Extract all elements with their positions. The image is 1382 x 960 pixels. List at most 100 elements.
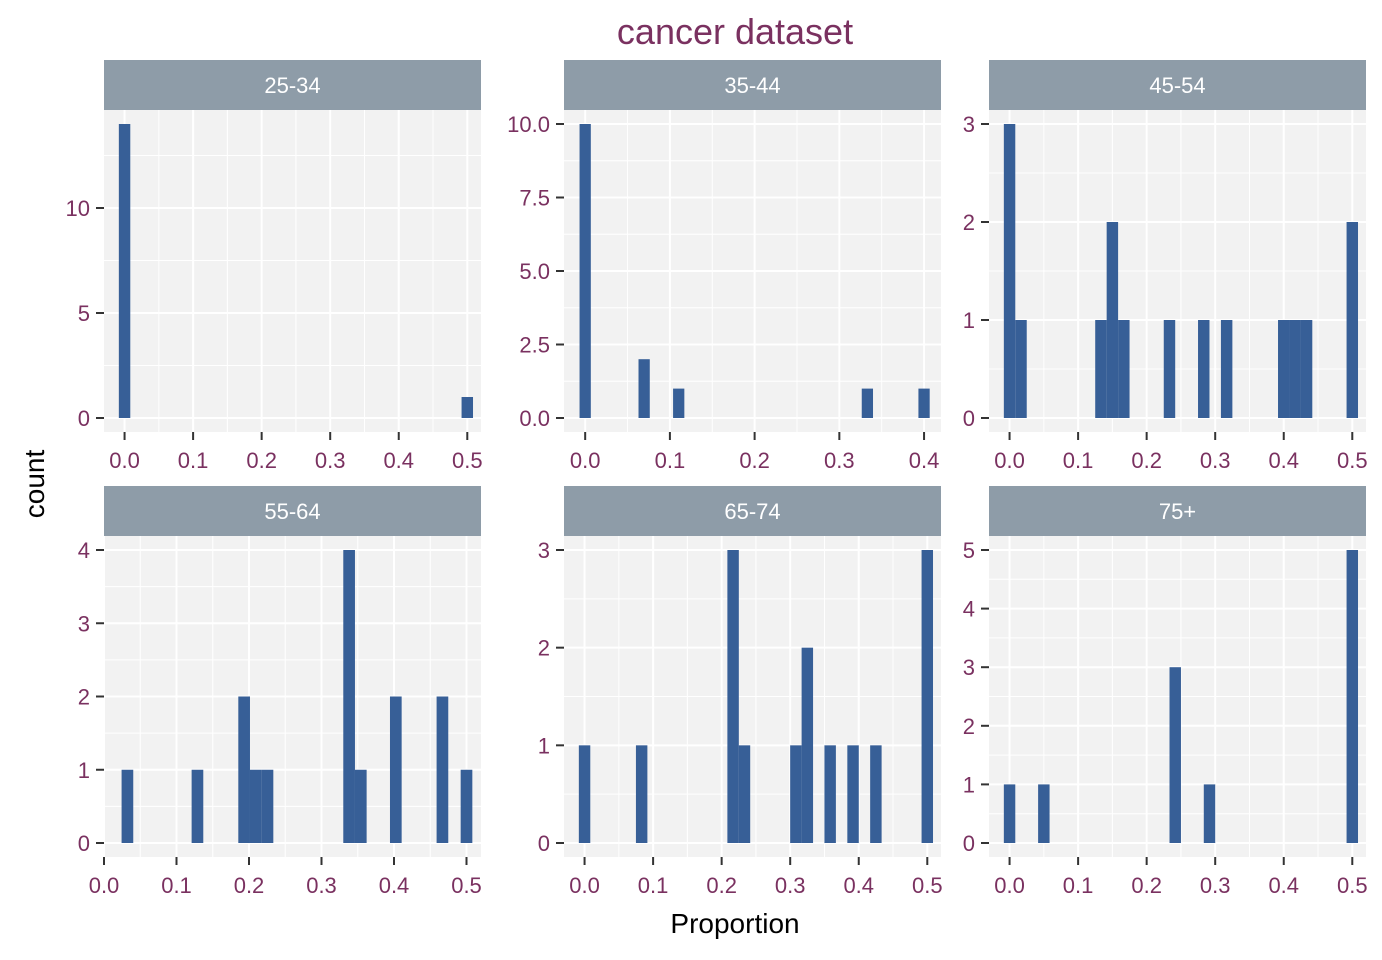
x-tick-label: 0.1 bbox=[178, 448, 209, 473]
x-tick-label: 0.5 bbox=[451, 873, 482, 898]
y-tick-label: 1 bbox=[963, 308, 975, 333]
x-tick-label: 0.4 bbox=[843, 873, 874, 898]
histogram-bar bbox=[1169, 667, 1181, 843]
histogram-bar bbox=[121, 769, 134, 843]
x-tick-label: 0.2 bbox=[1131, 873, 1162, 898]
facet-strip-label: 55-64 bbox=[264, 499, 320, 524]
x-axis-title: Proportion bbox=[670, 908, 799, 939]
histogram-bar bbox=[918, 388, 930, 418]
y-axis-title: count bbox=[19, 450, 50, 519]
x-tick-label: 0.1 bbox=[638, 873, 669, 898]
histogram-bar bbox=[1003, 784, 1016, 843]
facet-25-34: 25-34 0 5 10 0.0 0.1 0.2 0.3 0.4 0.5 bbox=[66, 60, 483, 473]
histogram-bar bbox=[1106, 222, 1119, 418]
x-tick-label: 0.5 bbox=[912, 873, 943, 898]
chart-title: cancer dataset bbox=[617, 11, 853, 52]
x-tick-label: 0.4 bbox=[383, 448, 414, 473]
y-tick-label: 1 bbox=[78, 758, 90, 783]
facet-strip bbox=[104, 60, 481, 110]
facet-strip bbox=[989, 60, 1366, 110]
x-tick-label: 0.2 bbox=[234, 873, 265, 898]
y-tick-label: 5.0 bbox=[519, 259, 550, 284]
y-tick-label: 1 bbox=[963, 772, 975, 797]
facet-strip-label: 35-44 bbox=[724, 73, 780, 98]
histogram-bar bbox=[870, 745, 882, 843]
facet-strip bbox=[104, 486, 481, 536]
y-tick-label: 7.5 bbox=[519, 186, 550, 211]
facet-75+: 75+ 0 1 2 3 4 5 0.0 0.1 0.2 0.3 0.4 0.5 bbox=[963, 486, 1368, 898]
x-tick-label: 0.2 bbox=[1131, 448, 1162, 473]
y-tick-label: 3 bbox=[78, 611, 90, 636]
histogram-bar bbox=[1163, 320, 1176, 418]
histogram-bar bbox=[635, 745, 648, 843]
y-tick-label: 3 bbox=[538, 538, 550, 563]
histogram-bar bbox=[578, 745, 591, 843]
y-tick-label: 0 bbox=[78, 406, 90, 431]
y-tick-label: 4 bbox=[78, 538, 90, 563]
x-tick-label: 0.3 bbox=[306, 873, 337, 898]
x-tick-label: 0.3 bbox=[315, 448, 346, 473]
histogram-bar bbox=[790, 745, 802, 843]
histogram-bar bbox=[1095, 320, 1107, 418]
x-tick-label: 0.0 bbox=[570, 448, 601, 473]
panel-plot-area bbox=[564, 536, 941, 857]
histogram-bar bbox=[343, 550, 355, 843]
x-tick-label: 0.3 bbox=[1200, 448, 1231, 473]
histogram-bar bbox=[1289, 320, 1301, 418]
histogram-bar bbox=[191, 769, 204, 843]
x-tick-label: 0.0 bbox=[89, 873, 120, 898]
histogram-bar bbox=[1118, 320, 1130, 418]
x-tick-label: 0.0 bbox=[569, 873, 600, 898]
x-tick-label: 0.4 bbox=[379, 873, 410, 898]
x-tick-label: 0.1 bbox=[655, 448, 686, 473]
histogram-bar bbox=[436, 696, 449, 843]
x-tick-label: 0.4 bbox=[909, 448, 940, 473]
histogram-bar bbox=[1203, 784, 1216, 843]
histogram-bar bbox=[1346, 222, 1359, 418]
panel-plot-area bbox=[564, 110, 941, 432]
x-tick-label: 0.5 bbox=[1337, 448, 1368, 473]
histogram-bar bbox=[801, 647, 814, 843]
x-tick-label: 0.1 bbox=[1063, 873, 1094, 898]
y-tick-label: 2 bbox=[78, 685, 90, 710]
histogram-bar bbox=[673, 388, 685, 418]
histogram-bar bbox=[921, 550, 934, 843]
histogram-bar bbox=[118, 124, 131, 418]
histogram-bar bbox=[1346, 550, 1359, 843]
y-tick-label: 0 bbox=[963, 406, 975, 431]
histogram-bar bbox=[1015, 320, 1027, 418]
histogram-bar bbox=[1198, 320, 1210, 418]
y-tick-label: 3 bbox=[963, 655, 975, 680]
facet-strip-label: 25-34 bbox=[264, 73, 320, 98]
y-tick-label: 10.0 bbox=[507, 112, 550, 137]
y-tick-label: 0.0 bbox=[519, 406, 550, 431]
histogram-bar bbox=[261, 769, 274, 843]
y-tick-label: 0 bbox=[78, 831, 90, 856]
histogram-bar bbox=[1300, 320, 1313, 418]
histogram-bar bbox=[1003, 124, 1016, 418]
histogram-bar bbox=[238, 696, 250, 843]
panel-background bbox=[104, 110, 481, 432]
histogram-bar bbox=[638, 359, 650, 418]
y-tick-label: 4 bbox=[963, 597, 975, 622]
histogram-bar bbox=[847, 745, 859, 843]
histogram-bar bbox=[1278, 320, 1290, 418]
x-tick-label: 0.2 bbox=[706, 873, 737, 898]
x-tick-label: 0.5 bbox=[452, 448, 483, 473]
x-tick-label: 0.2 bbox=[246, 448, 277, 473]
histogram-bar bbox=[460, 769, 473, 843]
histogram-bar bbox=[727, 550, 739, 843]
y-tick-label: 2.5 bbox=[519, 333, 550, 358]
facet-55-64: 55-64 0 1 2 3 4 0.0 0.1 0.2 0.3 0.4 0.5 bbox=[78, 486, 482, 898]
histogram-bar bbox=[738, 745, 751, 843]
histogram-bar bbox=[824, 745, 836, 843]
x-tick-label: 0.3 bbox=[1200, 873, 1231, 898]
histogram-bar bbox=[249, 769, 262, 843]
y-tick-label: 0 bbox=[963, 831, 975, 856]
facet-65-74: 65-74 0 1 2 3 0.0 0.1 0.2 0.3 0.4 0.5 bbox=[538, 486, 943, 898]
facet-strip-label: 45-54 bbox=[1149, 73, 1205, 98]
x-tick-label: 0.3 bbox=[775, 873, 806, 898]
histogram-bar bbox=[579, 124, 591, 418]
histogram-bar bbox=[461, 397, 474, 418]
